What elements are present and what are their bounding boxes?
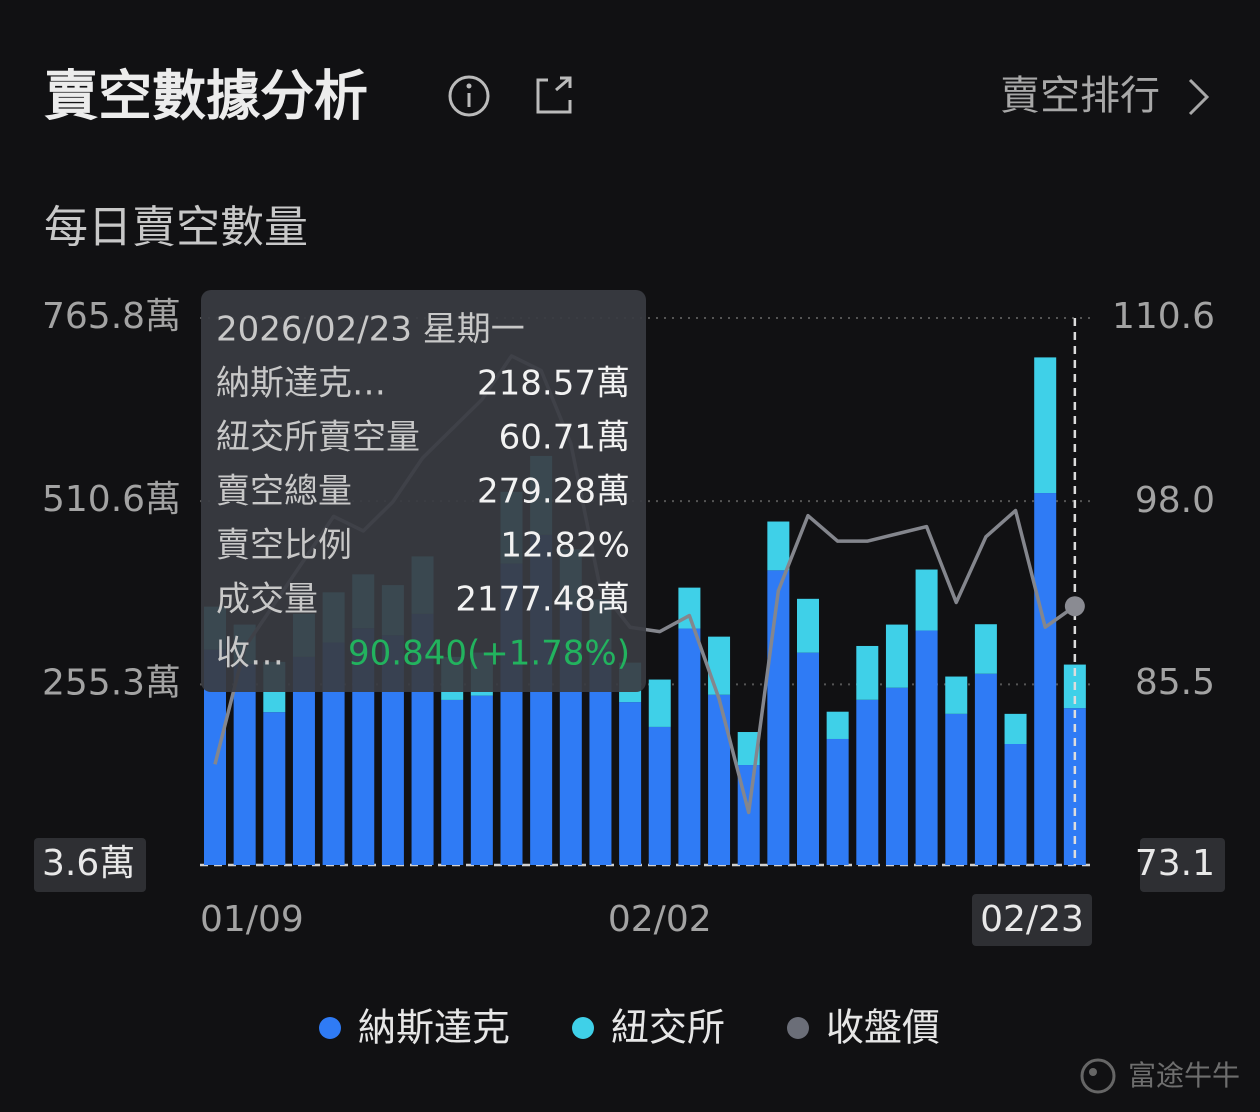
bar-segment — [678, 587, 701, 629]
y2-tick-label: 98.0 — [1135, 480, 1215, 521]
tooltip-label: 賣空總量 — [216, 472, 352, 512]
bar-segment — [915, 569, 938, 631]
watermark: 富途牛牛 — [1128, 1059, 1240, 1092]
bar-segment — [1034, 357, 1057, 494]
legend-label: 收盤價 — [826, 1006, 940, 1050]
bar-segment — [767, 570, 790, 865]
tooltip-value: 90.840(+1.78%) — [348, 634, 630, 674]
bar-segment — [648, 679, 671, 727]
share-icon[interactable] — [536, 76, 572, 114]
bar-segment — [945, 713, 968, 865]
bar-segment — [826, 711, 849, 739]
y-tick-label: 3.6萬 — [42, 843, 135, 884]
tooltip-value: 60.71萬 — [499, 418, 630, 458]
bar-segment — [797, 598, 819, 653]
x-active-label-box — [972, 894, 1092, 946]
bar-segment — [1004, 713, 1027, 745]
watermark-logo — [1080, 1058, 1116, 1094]
bar-segment — [381, 635, 404, 865]
legend-label: 紐交所 — [611, 1006, 725, 1050]
bar-segment — [470, 695, 493, 865]
bar-segment — [737, 732, 760, 766]
tooltip-value: 218.57萬 — [477, 364, 630, 404]
bar-segment — [856, 699, 879, 865]
bar-segment — [797, 652, 819, 865]
x-tick-label: 02/02 — [608, 899, 712, 940]
chevron[interactable] — [1188, 78, 1210, 116]
legend-label: 納斯達克 — [358, 1006, 510, 1050]
bar-segment — [826, 738, 849, 865]
bar-segment — [322, 642, 345, 865]
tooltip-label: 納斯達克… — [216, 364, 386, 404]
y-min-label-box — [34, 838, 146, 892]
legend-marker — [787, 1017, 809, 1039]
bar-segment — [885, 687, 908, 865]
bar-segment — [915, 630, 938, 865]
ranking-link[interactable]: 賣空排行 — [1000, 73, 1160, 119]
bar-segment — [292, 656, 315, 865]
bar-segment — [974, 673, 997, 865]
bar-segment — [589, 649, 612, 865]
tooltip-label: 收… — [216, 634, 284, 674]
info-icon[interactable] — [448, 75, 490, 117]
y-tick-label: 255.3萬 — [42, 662, 181, 703]
tooltip-value: 2177.48萬 — [455, 580, 630, 620]
bar-segment — [974, 624, 997, 674]
bar-segment — [678, 628, 701, 865]
bar-segment — [1004, 744, 1027, 865]
bar-segment — [708, 694, 731, 865]
y2-tick-label: 85.5 — [1135, 662, 1215, 703]
legend-marker — [319, 1017, 341, 1039]
tooltip-date: 2026/02/23 星期一 — [216, 310, 525, 350]
bar-segment — [885, 624, 908, 688]
tooltip-box — [201, 290, 646, 692]
y2-min-label-box — [1140, 838, 1225, 892]
price-point — [1064, 596, 1085, 617]
legend-marker — [572, 1017, 594, 1039]
plot: 3.6萬 255.3萬 510.6萬 765.8萬 73.1 85.5 98.0 110.6 0… — [34, 296, 1225, 946]
x-tick-label: 02/23 — [980, 899, 1084, 940]
x-tick-label: 01/09 — [200, 899, 304, 940]
tooltip-label: 成交量 — [216, 580, 318, 620]
legend: 納斯達克 紐交所 收盤價 — [319, 1006, 940, 1050]
bar-segment — [263, 712, 286, 865]
tooltip-label: 賣空比例 — [216, 526, 352, 566]
y2-tick-label: 110.6 — [1112, 296, 1215, 337]
bar-segment — [708, 636, 731, 695]
bar-segment — [767, 521, 790, 571]
bar-segment — [233, 664, 256, 865]
bar-segment — [856, 645, 879, 700]
page-title: 賣空數據分析 — [44, 65, 368, 128]
bar-segment — [945, 676, 968, 714]
tooltip-value: 12.82% — [500, 526, 630, 566]
y2-tick-label: 73.1 — [1135, 843, 1215, 884]
y-tick-label: 765.8萬 — [42, 296, 181, 337]
tooltip-value: 279.28萬 — [477, 472, 630, 512]
chart-subtitle: 每日賣空數量 — [44, 202, 308, 253]
bar-segment — [441, 699, 464, 865]
bar-segment — [1034, 493, 1057, 865]
tooltip-label: 紐交所賣空量 — [216, 418, 420, 458]
y-tick-label: 510.6萬 — [42, 479, 181, 520]
bar-segment — [648, 726, 671, 865]
bar-segment — [619, 702, 642, 865]
